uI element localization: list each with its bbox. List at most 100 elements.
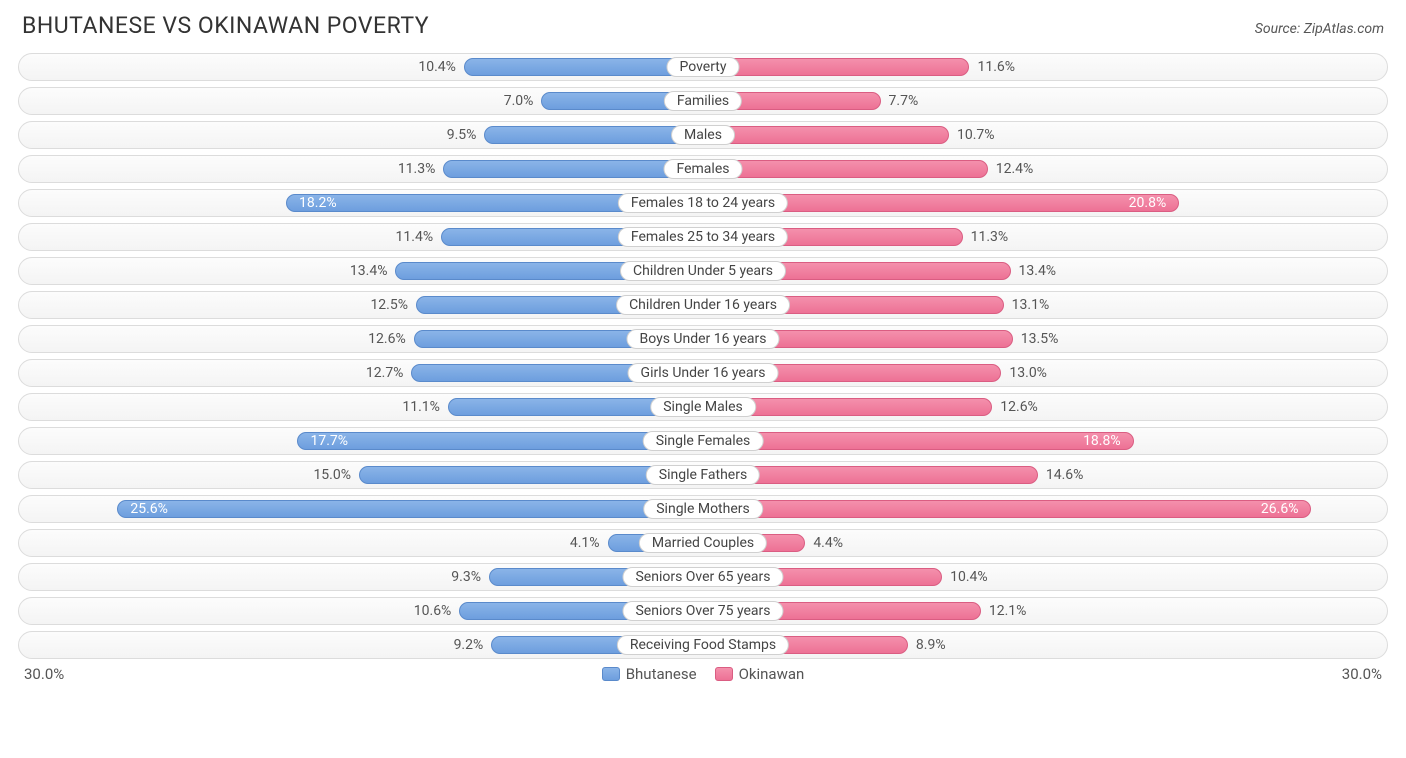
bar-half-left: 13.4% bbox=[19, 258, 703, 284]
chart-row: 12.5% 13.1%Children Under 16 years bbox=[18, 291, 1388, 319]
chart-row: 4.1%4.4%Married Couples bbox=[18, 529, 1388, 557]
chart-row: 9.2% 8.9% Receiving Food Stamps bbox=[18, 631, 1388, 659]
category-label: Boys Under 16 years bbox=[626, 329, 779, 349]
bar-half-left: 11.1% bbox=[19, 394, 703, 420]
chart-row: 17.7% 18.8% Single Females bbox=[18, 427, 1388, 455]
chart-row: 12.7% 13.0% Girls Under 16 years bbox=[18, 359, 1388, 387]
category-label: Families bbox=[664, 91, 742, 111]
source-label: Source: bbox=[1255, 21, 1300, 37]
chart-row: 11.4%11.3%Females 25 to 34 years bbox=[18, 223, 1388, 251]
bar-half-right: 12.4% bbox=[703, 156, 1387, 182]
bar-half-left: 10.4% bbox=[19, 54, 703, 80]
value-right: 26.6% bbox=[1255, 501, 1305, 517]
legend-item-left: Bhutanese bbox=[602, 665, 697, 683]
source-value: ZipAtlas.com bbox=[1304, 21, 1384, 37]
bar-half-left: 10.6% bbox=[19, 598, 703, 624]
chart-row: 11.3%12.4%Females bbox=[18, 155, 1388, 183]
swatch-pink-icon bbox=[715, 667, 733, 681]
chart-row: 11.1%12.6%Single Males bbox=[18, 393, 1388, 421]
chart-area: 10.4% 11.6% Poverty 7.0% 7.7% Families 9.5% 10.… bbox=[18, 53, 1388, 659]
source: Source: ZipAtlas.com bbox=[1255, 21, 1384, 37]
chart-row: 25.6% 26.6% Single Mothers bbox=[18, 495, 1388, 523]
value-left: 11.3% bbox=[392, 161, 442, 177]
value-left: 11.4% bbox=[390, 229, 440, 245]
bar-left bbox=[484, 126, 701, 144]
value-right: 13.0% bbox=[1003, 365, 1053, 381]
chart-row: 18.2% 20.8% Females 18 to 24 years bbox=[18, 189, 1388, 217]
bar-half-left: 9.3% bbox=[19, 564, 703, 590]
category-label: Poverty bbox=[666, 57, 739, 77]
category-label: Seniors Over 65 years bbox=[622, 567, 783, 587]
value-right: 13.5% bbox=[1015, 331, 1065, 347]
value-left: 13.4% bbox=[344, 263, 394, 279]
bar-half-right: 8.9% bbox=[703, 632, 1387, 658]
axis-max-right: 30.0% bbox=[1342, 665, 1382, 683]
bar-half-left: 12.6% bbox=[19, 326, 703, 352]
category-label: Single Mothers bbox=[643, 499, 763, 519]
bar-right bbox=[705, 58, 969, 76]
bar-half-right: 7.7% bbox=[703, 88, 1387, 114]
value-left: 12.7% bbox=[360, 365, 410, 381]
chart-row: 12.6% 13.5% Boys Under 16 years bbox=[18, 325, 1388, 353]
bar-half-left: 7.0% bbox=[19, 88, 703, 114]
value-right: 13.4% bbox=[1013, 263, 1063, 279]
value-right: 18.8% bbox=[1077, 433, 1127, 449]
bar-half-left: 18.2% bbox=[19, 190, 703, 216]
bar-half-left: 11.3% bbox=[19, 156, 703, 182]
bar-half-right: 20.8% bbox=[703, 190, 1387, 216]
bar-left: 17.7% bbox=[297, 432, 701, 450]
category-label: Girls Under 16 years bbox=[628, 363, 779, 383]
value-right: 7.7% bbox=[883, 93, 925, 109]
chart-row: 7.0% 7.7% Families bbox=[18, 87, 1388, 115]
value-right: 11.6% bbox=[971, 59, 1021, 75]
value-right: 12.4% bbox=[990, 161, 1040, 177]
bar-half-left: 9.2% bbox=[19, 632, 703, 658]
category-label: Receiving Food Stamps bbox=[617, 635, 789, 655]
value-left: 10.6% bbox=[408, 603, 458, 619]
bar-half-right: 13.5% bbox=[703, 326, 1387, 352]
value-left: 18.2% bbox=[293, 195, 343, 211]
category-label: Children Under 16 years bbox=[616, 295, 790, 315]
category-label: Single Fathers bbox=[646, 465, 760, 485]
bar-half-right: 13.4% bbox=[703, 258, 1387, 284]
value-right: 8.9% bbox=[910, 637, 952, 653]
chart-row: 10.6% 12.1%Seniors Over 75 years bbox=[18, 597, 1388, 625]
bar-half-right: 10.7% bbox=[703, 122, 1387, 148]
bar-half-right: 26.6% bbox=[703, 496, 1387, 522]
value-right: 20.8% bbox=[1123, 195, 1173, 211]
bar-right bbox=[705, 160, 988, 178]
value-left: 15.0% bbox=[307, 467, 357, 483]
value-left: 9.2% bbox=[448, 637, 490, 653]
chart-title: BHUTANESE VS OKINAWAN POVERTY bbox=[22, 12, 429, 39]
value-right: 12.6% bbox=[994, 399, 1044, 415]
swatch-blue-icon bbox=[602, 667, 620, 681]
bar-left bbox=[443, 160, 701, 178]
bar-half-right: 13.1% bbox=[703, 292, 1387, 318]
chart-row: 13.4%13.4%Children Under 5 years bbox=[18, 257, 1388, 285]
value-left: 7.0% bbox=[498, 93, 540, 109]
bar-half-right: 10.4% bbox=[703, 564, 1387, 590]
value-right: 10.7% bbox=[951, 127, 1001, 143]
chart-row: 15.0% 14.6% Single Fathers bbox=[18, 461, 1388, 489]
category-label: Females 18 to 24 years bbox=[618, 193, 788, 213]
value-left: 12.6% bbox=[362, 331, 412, 347]
bar-half-left: 4.1% bbox=[19, 530, 703, 556]
category-label: Seniors Over 75 years bbox=[622, 601, 783, 621]
category-label: Single Females bbox=[643, 431, 764, 451]
bar-half-right: 13.0% bbox=[703, 360, 1387, 386]
value-left: 12.5% bbox=[364, 297, 414, 313]
axis-max-left: 30.0% bbox=[24, 665, 64, 683]
legend-right-label: Okinawan bbox=[739, 665, 805, 683]
bar-half-right: 11.3% bbox=[703, 224, 1387, 250]
value-left: 9.3% bbox=[445, 569, 487, 585]
bar-half-right: 12.1% bbox=[703, 598, 1387, 624]
value-left: 10.4% bbox=[412, 59, 462, 75]
value-left: 9.5% bbox=[441, 127, 483, 143]
value-right: 14.6% bbox=[1040, 467, 1090, 483]
chart-header: BHUTANESE VS OKINAWAN POVERTY Source: Zi… bbox=[18, 12, 1388, 39]
bar-right bbox=[705, 126, 949, 144]
bar-half-left: 25.6% bbox=[19, 496, 703, 522]
chart-row: 9.5%10.7%Males bbox=[18, 121, 1388, 149]
chart-footer: 30.0% Bhutanese Okinawan 30.0% bbox=[18, 665, 1388, 683]
legend-item-right: Okinawan bbox=[715, 665, 805, 683]
